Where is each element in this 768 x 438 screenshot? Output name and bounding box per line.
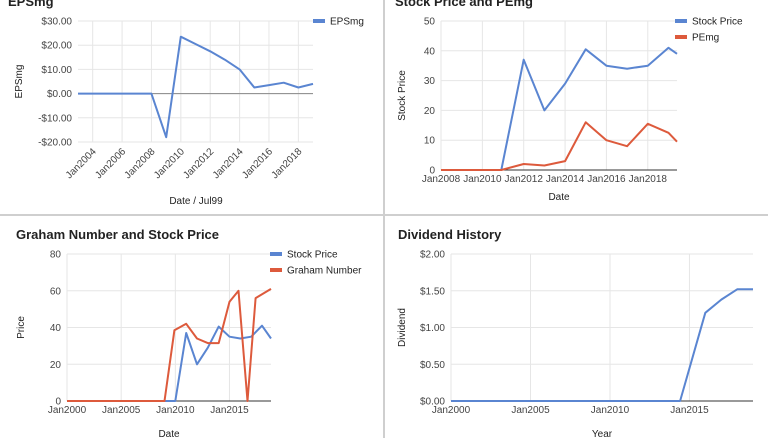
x-tick-label: Jan2010 xyxy=(591,405,630,416)
chart-panel-dividend: Dividend History $2.00 $1.50 $1.00 $0.50 $0.0… xyxy=(384,215,768,438)
x-tick-label: Jan2008 xyxy=(123,146,158,181)
y-tick-label: 80 xyxy=(50,250,62,261)
x-tick-label: Jan2012 xyxy=(181,146,216,181)
x-tick-label: Jan2004 xyxy=(64,146,99,181)
y-tick-label: 0 xyxy=(429,166,435,177)
x-tick-label: Jan2006 xyxy=(93,146,128,181)
series-line-pemg xyxy=(441,121,678,171)
x-axis-label: Date xyxy=(548,192,570,203)
legend-label: EPSmg xyxy=(330,17,364,28)
x-tick-label: Jan2014 xyxy=(546,174,585,185)
y-tick-label: $30.00 xyxy=(41,17,72,28)
x-tick-label: Jan2005 xyxy=(511,405,550,416)
y-tick-label: 60 xyxy=(50,286,62,297)
y-tick-label: $0.50 xyxy=(420,360,445,371)
y-tick-label: -$10.00 xyxy=(38,113,72,124)
y-tick-label: 40 xyxy=(424,46,436,57)
x-axis-label: Date xyxy=(158,429,180,438)
y-axis-label: Stock Price xyxy=(397,70,408,121)
x-tick-label: Jan2015 xyxy=(210,405,249,416)
y-tick-label: $0.00 xyxy=(47,89,72,100)
x-tick-label: Jan2012 xyxy=(505,174,544,185)
y-tick-label: 20 xyxy=(50,360,62,371)
y-tick-label: 40 xyxy=(50,323,62,334)
x-tick-label: Jan2014 xyxy=(211,146,246,181)
x-tick-label: Jan2010 xyxy=(463,174,502,185)
y-tick-label: $1.50 xyxy=(420,286,445,297)
y-tick-label: $10.00 xyxy=(41,65,72,76)
x-tick-label: Jan2016 xyxy=(240,146,275,181)
chart-title: Graham Number and Stock Price xyxy=(16,227,219,242)
legend-label: PEmg xyxy=(692,33,719,44)
chart-title: Dividend History xyxy=(398,227,502,242)
series-line-dividend xyxy=(451,288,753,402)
chart-panel-epsmg: EPSmg $30.00 $20.00 $10.00 $0.00 -$10.00 -$20.… xyxy=(0,0,384,215)
x-tick-label: Jan2000 xyxy=(432,405,471,416)
legend-swatch xyxy=(270,252,282,256)
chart-panel-stock-pemg: Stock Price and PEmg 50 40 30 20 10 0 Jan2008 Ja… xyxy=(384,0,768,215)
y-tick-label: 50 xyxy=(424,17,436,28)
y-axis-label: Price xyxy=(16,316,27,339)
legend-label: Stock Price xyxy=(692,17,743,28)
legend-swatch xyxy=(675,19,687,23)
series-line-stock-price xyxy=(441,46,678,171)
x-tick-label: Jan2018 xyxy=(270,146,305,181)
y-tick-label: 30 xyxy=(424,76,436,87)
y-axis-label: EPSmg xyxy=(14,65,25,99)
x-tick-label: Jan2008 xyxy=(422,174,461,185)
series-line-epsmg xyxy=(78,35,314,139)
chart-title: Stock Price and PEmg xyxy=(395,0,533,9)
series-line-graham-number xyxy=(67,288,272,402)
y-tick-label: $0.00 xyxy=(420,397,445,408)
legend-swatch xyxy=(270,268,282,272)
x-tick-label: Jan2018 xyxy=(629,174,668,185)
x-axis-label: Year xyxy=(592,429,613,438)
x-tick-label: Jan2010 xyxy=(156,405,195,416)
x-tick-label: Jan2005 xyxy=(102,405,141,416)
chart-panel-graham: Graham Number and Stock Price 80 60 40 20 0 Ja… xyxy=(0,215,384,438)
x-tick-label: Jan2010 xyxy=(152,146,187,181)
y-tick-label: 10 xyxy=(424,136,436,147)
x-tick-label: Jan2016 xyxy=(587,174,626,185)
legend-label: Graham Number xyxy=(287,266,362,277)
legend-label: Stock Price xyxy=(287,250,338,261)
y-tick-label: -$20.00 xyxy=(38,138,72,149)
y-tick-label: $1.00 xyxy=(420,323,445,334)
y-tick-label: $2.00 xyxy=(420,250,445,261)
legend-swatch xyxy=(313,19,325,23)
y-tick-label: $20.00 xyxy=(41,41,72,52)
legend-swatch xyxy=(675,35,687,39)
y-tick-label: 0 xyxy=(55,397,61,408)
chart-title: EPSmg xyxy=(8,0,54,9)
y-tick-label: 20 xyxy=(424,106,436,117)
y-axis-label: Dividend xyxy=(397,308,408,347)
x-tick-label: Jan2000 xyxy=(48,405,87,416)
x-tick-label: Jan2015 xyxy=(670,405,709,416)
x-axis-label: Date / Jul99 xyxy=(169,196,223,207)
